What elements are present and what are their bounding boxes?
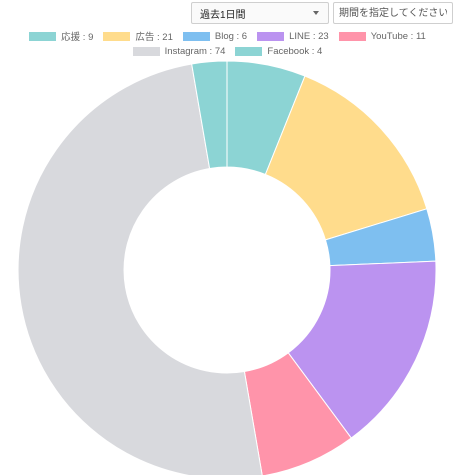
legend-item-koukoku[interactable]: 広告 : 21 — [103, 30, 173, 43]
legend-label: Blog : 6 — [214, 30, 248, 42]
date-range-input[interactable] — [333, 2, 453, 24]
donut-slice-koukoku[interactable] — [264, 75, 428, 241]
chart-legend: 応援 : 9 広告 : 21 Blog : 6 LINE : 23 YouTub… — [0, 30, 455, 57]
legend-label: 応援 : 9 — [61, 32, 94, 43]
donut-slice-instagram[interactable] — [17, 63, 263, 475]
period-select-value: 過去1日間 — [200, 9, 246, 21]
legend-swatch — [103, 31, 131, 41]
donut-slice-youtube[interactable] — [243, 352, 352, 475]
legend-swatch — [257, 31, 285, 41]
legend-label: Facebook : 4 — [267, 45, 323, 57]
legend-item-youtube[interactable]: YouTube : 11 — [338, 30, 426, 42]
legend-swatch — [132, 46, 160, 56]
legend-item-blog[interactable]: Blog : 6 — [182, 30, 248, 42]
legend-label: Instagram : 74 — [164, 45, 226, 57]
legend-item-line[interactable]: LINE : 23 — [257, 30, 329, 42]
donut-slice-facebook[interactable] — [191, 60, 228, 170]
legend-item-instagram[interactable]: Instagram : 74 — [132, 45, 226, 57]
legend-swatch — [235, 46, 263, 56]
legend-swatch — [338, 31, 366, 41]
chevron-down-icon — [313, 11, 319, 15]
period-select[interactable]: 過去1日間 — [191, 2, 329, 24]
legend-label: YouTube : 11 — [370, 30, 426, 42]
legend-label: 広告 : 21 — [135, 32, 173, 43]
donut-slice-line[interactable] — [287, 260, 437, 439]
legend-item-ouen[interactable]: 応援 : 9 — [29, 30, 94, 43]
legend-item-facebook[interactable]: Facebook : 4 — [235, 45, 322, 57]
legend-swatch — [182, 31, 210, 41]
legend-swatch — [29, 31, 57, 41]
legend-label: LINE : 23 — [289, 30, 329, 42]
